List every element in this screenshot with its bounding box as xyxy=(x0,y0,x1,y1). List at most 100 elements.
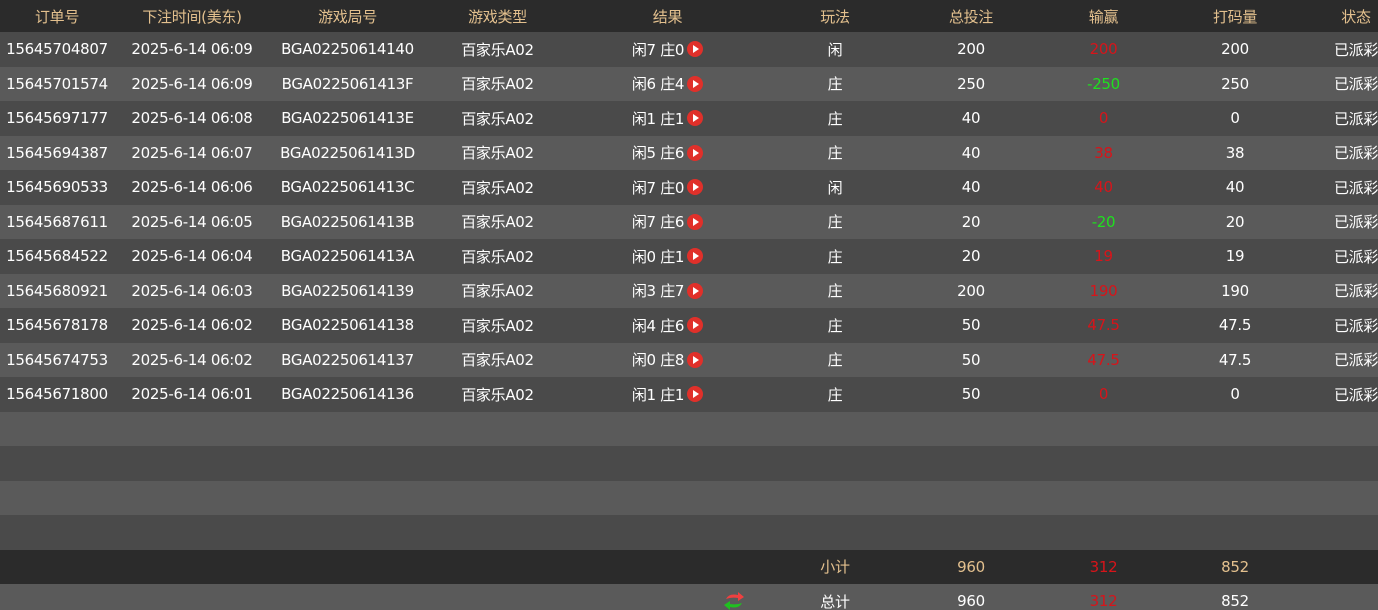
subtotal-win: 312 xyxy=(1089,557,1118,576)
cell-game: 百家乐A02 xyxy=(425,136,570,171)
play-value: 闲 xyxy=(827,40,843,59)
cell-order: 15645680921 xyxy=(0,274,114,309)
round-value: BGA0225061413D xyxy=(280,143,415,162)
cell-bet: 250 xyxy=(905,67,1037,102)
round-value: BGA0225061413E xyxy=(281,109,414,128)
time-value: 2025-6-14 06:05 xyxy=(131,212,253,231)
valid-value: 47.5 xyxy=(1218,316,1252,335)
round-value: BGA0225061413F xyxy=(281,74,414,93)
time-value: 2025-6-14 06:02 xyxy=(131,316,253,335)
play-value: 庄 xyxy=(827,316,843,335)
order-value: 15645697177 xyxy=(6,109,108,128)
cell-win: 0 xyxy=(1037,101,1170,136)
table-row: 15645680921 2025-6-14 06:03 BGA02250614139… xyxy=(0,273,1378,309)
cell-play: 庄 xyxy=(765,136,905,171)
bet-value: 40 xyxy=(961,143,981,162)
win-value: 19 xyxy=(1094,247,1113,266)
status-value: 已派彩 xyxy=(1333,144,1378,163)
game-value: 百家乐A02 xyxy=(461,247,534,266)
time-value: 2025-6-14 06:09 xyxy=(131,74,253,93)
time-value: 2025-6-14 06:09 xyxy=(131,40,253,59)
bet-value: 200 xyxy=(957,40,985,59)
cell-round: BGA0225061413E xyxy=(270,101,425,136)
cell-status: 已派彩 xyxy=(1300,308,1378,343)
valid-value: 40 xyxy=(1225,178,1245,197)
table-row: 15645697177 2025-6-14 06:08 BGA0225061413E… xyxy=(0,101,1378,136)
cell-play: 庄 xyxy=(765,274,905,309)
round-value: BGA02250614140 xyxy=(281,40,414,59)
cell-play: 闲 xyxy=(765,32,905,67)
cell-game: 百家乐A02 xyxy=(425,67,570,102)
play-replay-icon[interactable] xyxy=(687,282,704,299)
cell-play: 庄 xyxy=(765,308,905,343)
status-value: 已派彩 xyxy=(1333,385,1378,404)
table-row: 15645687611 2025-6-14 06:05 BGA0225061413B… xyxy=(0,204,1378,240)
play-replay-icon[interactable] xyxy=(687,317,704,334)
cell-play: 庄 xyxy=(765,343,905,378)
cell-valid: 38 xyxy=(1170,136,1300,171)
cell-time: 2025-6-14 06:07 xyxy=(114,136,270,171)
play-value: 庄 xyxy=(827,247,843,266)
play-replay-icon[interactable] xyxy=(687,213,704,230)
cell-order: 15645671800 xyxy=(0,377,114,412)
play-replay-icon[interactable] xyxy=(687,248,704,265)
cell-status: 已派彩 xyxy=(1300,101,1378,136)
win-value: 40 xyxy=(1094,178,1113,197)
cell-time: 2025-6-14 06:09 xyxy=(114,32,270,67)
play-replay-icon[interactable] xyxy=(687,179,704,196)
cell-time: 2025-6-14 06:09 xyxy=(114,67,270,102)
play-replay-icon[interactable] xyxy=(687,351,704,368)
status-value: 已派彩 xyxy=(1333,40,1378,59)
cell-win: 47.5 xyxy=(1037,308,1170,343)
column-header: 订单号 xyxy=(0,0,114,32)
cell-result: 闲5 庄6 xyxy=(570,136,765,171)
cell-order: 15645701574 xyxy=(0,67,114,102)
game-value: 百家乐A02 xyxy=(461,351,534,370)
cell-status: 已派彩 xyxy=(1300,274,1378,309)
cell-round: BGA0225061413F xyxy=(270,67,425,102)
cell-valid: 19 xyxy=(1170,239,1300,274)
cell-result: 闲7 庄0 xyxy=(570,32,765,67)
empty-row xyxy=(0,480,1378,515)
cell-bet: 40 xyxy=(905,170,1037,205)
round-value: BGA0225061413A xyxy=(280,247,415,266)
cell-valid: 0 xyxy=(1170,101,1300,136)
win-value: 0 xyxy=(1098,385,1109,404)
play-value: 庄 xyxy=(827,144,843,163)
result-value: 闲1 庄1 xyxy=(631,109,685,128)
order-value: 15645684522 xyxy=(6,247,108,266)
game-value: 百家乐A02 xyxy=(461,109,534,128)
cell-result: 闲3 庄7 xyxy=(570,274,765,309)
cell-bet: 50 xyxy=(905,308,1037,343)
play-replay-icon[interactable] xyxy=(687,41,704,58)
play-replay-icon[interactable] xyxy=(687,386,704,403)
round-value: BGA0225061413B xyxy=(280,212,415,231)
cell-play: 庄 xyxy=(765,239,905,274)
cell-bet: 40 xyxy=(905,136,1037,171)
cell-win: 40 xyxy=(1037,170,1170,205)
column-header: 游戏类型 xyxy=(425,0,570,32)
subtotal-bet: 960 xyxy=(957,557,985,576)
cell-valid: 0 xyxy=(1170,377,1300,412)
time-value: 2025-6-14 06:08 xyxy=(131,109,253,128)
cell-valid: 47.5 xyxy=(1170,308,1300,343)
cell-play: 庄 xyxy=(765,377,905,412)
cell-order: 15645687611 xyxy=(0,205,114,240)
game-value: 百家乐A02 xyxy=(461,75,534,94)
play-replay-icon[interactable] xyxy=(687,144,704,161)
time-value: 2025-6-14 06:06 xyxy=(131,178,253,197)
cell-valid: 250 xyxy=(1170,67,1300,102)
status-value: 已派彩 xyxy=(1333,247,1378,266)
table-row: 15645694387 2025-6-14 06:07 BGA0225061413D… xyxy=(0,135,1378,171)
refresh-icon[interactable] xyxy=(723,591,745,610)
empty-row xyxy=(0,515,1378,550)
cell-valid: 190 xyxy=(1170,274,1300,309)
play-replay-icon[interactable] xyxy=(687,110,704,127)
bet-value: 200 xyxy=(957,281,985,300)
status-value: 已派彩 xyxy=(1333,109,1378,128)
win-value: 0 xyxy=(1098,109,1109,128)
play-replay-icon[interactable] xyxy=(687,75,704,92)
cell-play: 庄 xyxy=(765,67,905,102)
cell-win: 19 xyxy=(1037,239,1170,274)
cell-status: 已派彩 xyxy=(1300,343,1378,378)
